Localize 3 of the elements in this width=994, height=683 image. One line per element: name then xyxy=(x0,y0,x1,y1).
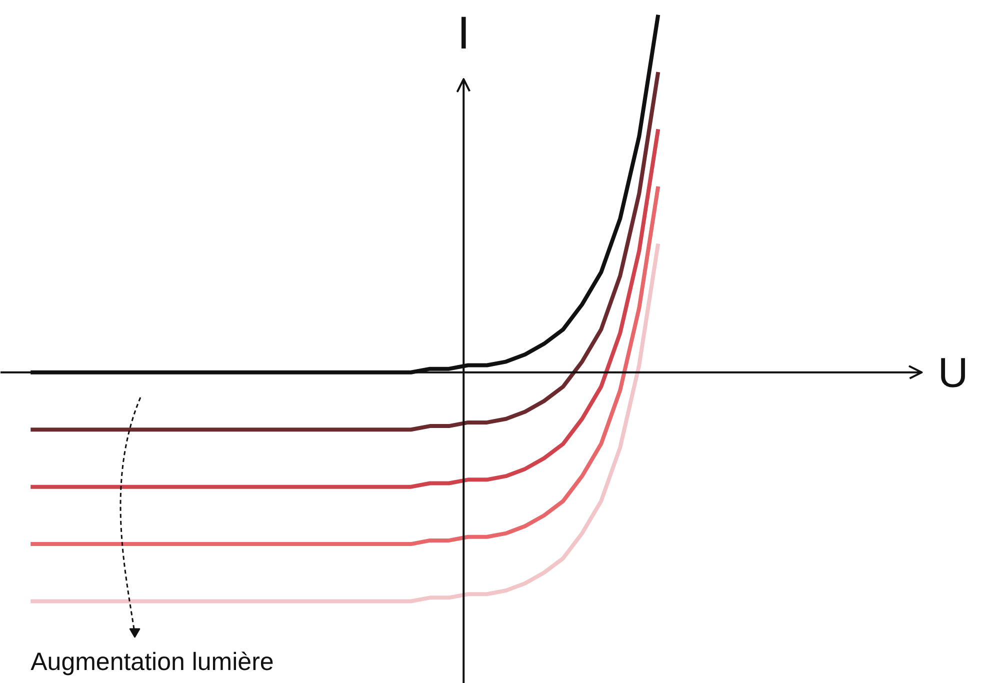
text: U xyxy=(938,348,968,396)
y-axis-title: I xyxy=(457,6,470,59)
text: Augmentation lumière xyxy=(30,648,274,676)
